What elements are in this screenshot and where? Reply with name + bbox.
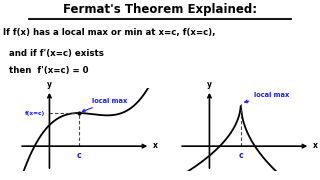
Text: x: x [313,141,317,150]
Text: If f(x) has a local max or min at x=c, f(x=c),: If f(x) has a local max or min at x=c, f… [3,28,216,37]
Text: y: y [207,80,212,89]
Text: and if f'(x=c) exists: and if f'(x=c) exists [3,49,104,58]
Text: c: c [238,151,243,160]
Text: Fermat's Theorem Explained:: Fermat's Theorem Explained: [63,3,257,16]
Text: local max: local max [82,98,127,112]
Text: y: y [47,80,52,89]
Text: local max: local max [245,92,290,103]
Text: x: x [153,141,157,150]
Text: f(x=c): f(x=c) [25,111,45,116]
Text: c: c [76,151,81,160]
Text: then  f'(x=c) = 0: then f'(x=c) = 0 [3,66,89,75]
